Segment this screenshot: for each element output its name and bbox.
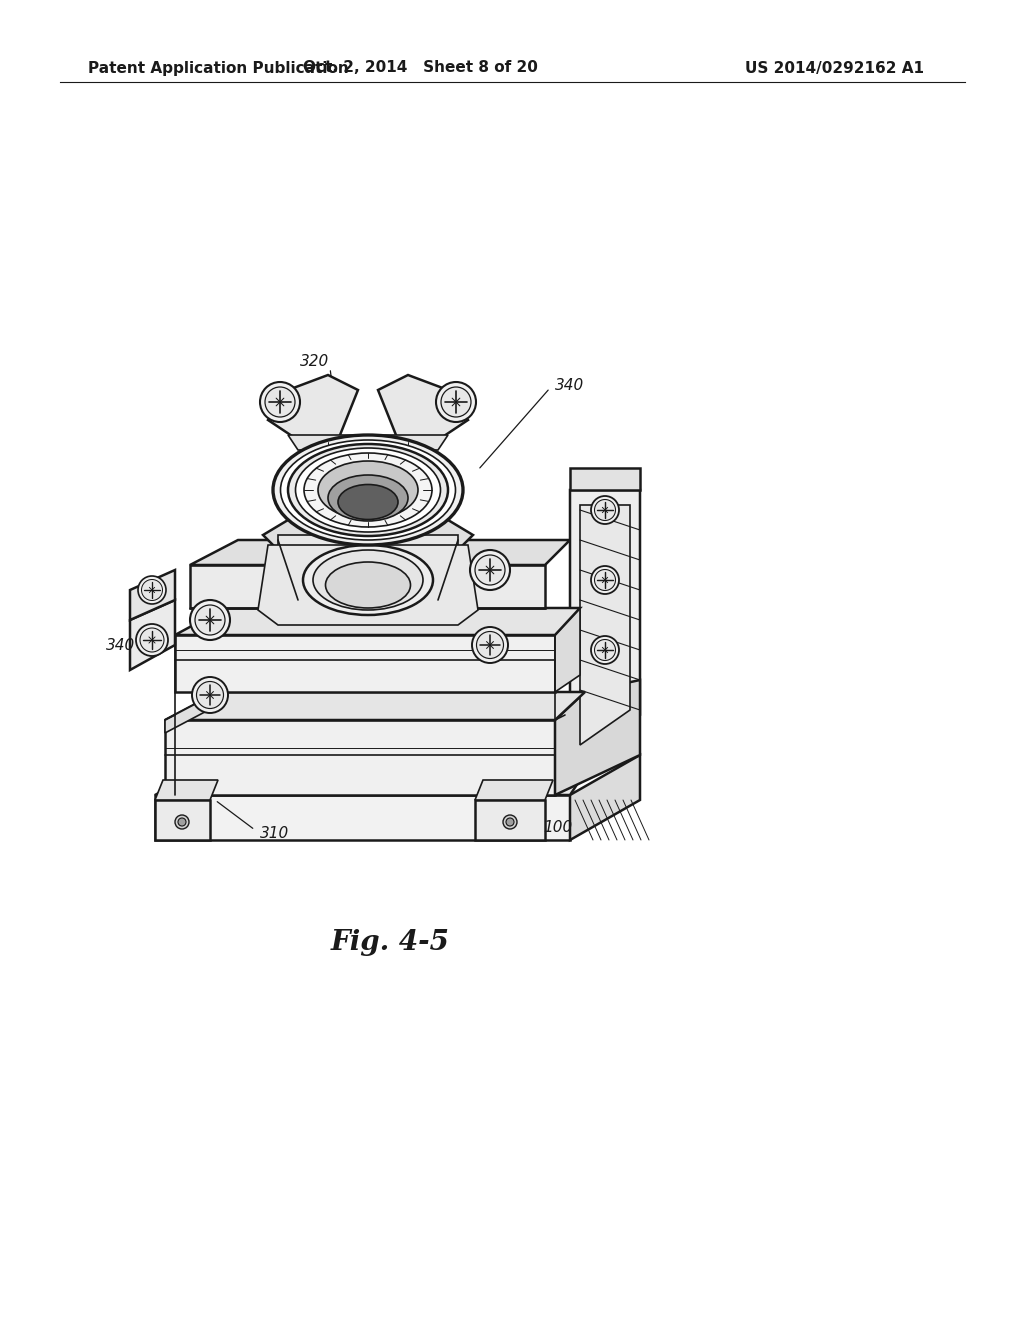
Polygon shape bbox=[190, 540, 570, 565]
Polygon shape bbox=[190, 565, 545, 609]
Circle shape bbox=[138, 576, 166, 605]
Circle shape bbox=[195, 605, 225, 635]
Polygon shape bbox=[475, 800, 545, 840]
Circle shape bbox=[472, 627, 508, 663]
Polygon shape bbox=[570, 469, 640, 490]
Text: US 2014/0292162 A1: US 2014/0292162 A1 bbox=[745, 61, 924, 75]
Polygon shape bbox=[278, 535, 458, 550]
Circle shape bbox=[175, 814, 189, 829]
Polygon shape bbox=[258, 545, 478, 624]
Polygon shape bbox=[555, 609, 580, 692]
Circle shape bbox=[470, 550, 510, 590]
Polygon shape bbox=[570, 490, 640, 755]
Circle shape bbox=[141, 579, 163, 601]
Polygon shape bbox=[175, 635, 555, 692]
Circle shape bbox=[441, 387, 471, 417]
Circle shape bbox=[595, 569, 615, 590]
Circle shape bbox=[476, 631, 504, 659]
Polygon shape bbox=[155, 795, 570, 840]
Ellipse shape bbox=[304, 453, 432, 527]
Circle shape bbox=[197, 681, 223, 709]
Text: 340: 340 bbox=[105, 638, 135, 652]
Polygon shape bbox=[475, 780, 553, 800]
Polygon shape bbox=[288, 510, 449, 525]
Polygon shape bbox=[268, 375, 358, 440]
Circle shape bbox=[265, 387, 295, 417]
Ellipse shape bbox=[281, 440, 456, 540]
Text: Oct. 2, 2014   Sheet 8 of 20: Oct. 2, 2014 Sheet 8 of 20 bbox=[302, 61, 538, 75]
Polygon shape bbox=[155, 766, 590, 795]
Circle shape bbox=[595, 639, 615, 660]
Text: 100: 100 bbox=[543, 821, 572, 836]
Polygon shape bbox=[155, 780, 218, 800]
Polygon shape bbox=[580, 506, 630, 744]
Polygon shape bbox=[155, 800, 210, 840]
Polygon shape bbox=[165, 719, 555, 795]
Ellipse shape bbox=[326, 562, 411, 609]
Text: 320: 320 bbox=[300, 355, 330, 370]
Polygon shape bbox=[130, 601, 175, 671]
Polygon shape bbox=[590, 741, 640, 766]
Circle shape bbox=[591, 566, 618, 594]
Ellipse shape bbox=[288, 444, 449, 536]
Polygon shape bbox=[388, 506, 473, 565]
Circle shape bbox=[260, 381, 300, 422]
Polygon shape bbox=[130, 570, 175, 620]
Text: 310: 310 bbox=[260, 825, 289, 841]
Ellipse shape bbox=[296, 447, 440, 532]
Circle shape bbox=[595, 499, 615, 520]
Polygon shape bbox=[175, 609, 580, 635]
Ellipse shape bbox=[313, 550, 423, 610]
Circle shape bbox=[503, 814, 517, 829]
Ellipse shape bbox=[278, 440, 458, 540]
Text: 340: 340 bbox=[555, 378, 585, 392]
Circle shape bbox=[190, 601, 230, 640]
Circle shape bbox=[136, 624, 168, 656]
Circle shape bbox=[475, 554, 505, 585]
Ellipse shape bbox=[303, 545, 433, 615]
Ellipse shape bbox=[328, 475, 408, 521]
Polygon shape bbox=[165, 692, 585, 719]
Text: Fig. 4-5: Fig. 4-5 bbox=[331, 928, 450, 956]
Circle shape bbox=[140, 628, 164, 652]
Polygon shape bbox=[263, 506, 348, 565]
Circle shape bbox=[193, 677, 228, 713]
Text: Patent Application Publication: Patent Application Publication bbox=[88, 61, 349, 75]
Polygon shape bbox=[378, 375, 468, 440]
Ellipse shape bbox=[318, 461, 418, 519]
Circle shape bbox=[591, 496, 618, 524]
Circle shape bbox=[506, 818, 514, 826]
Ellipse shape bbox=[338, 484, 398, 520]
Circle shape bbox=[436, 381, 476, 422]
Ellipse shape bbox=[273, 436, 463, 545]
Polygon shape bbox=[288, 436, 449, 450]
Circle shape bbox=[591, 636, 618, 664]
Polygon shape bbox=[570, 755, 640, 840]
Polygon shape bbox=[165, 692, 218, 733]
Circle shape bbox=[178, 818, 186, 826]
Polygon shape bbox=[555, 680, 640, 795]
